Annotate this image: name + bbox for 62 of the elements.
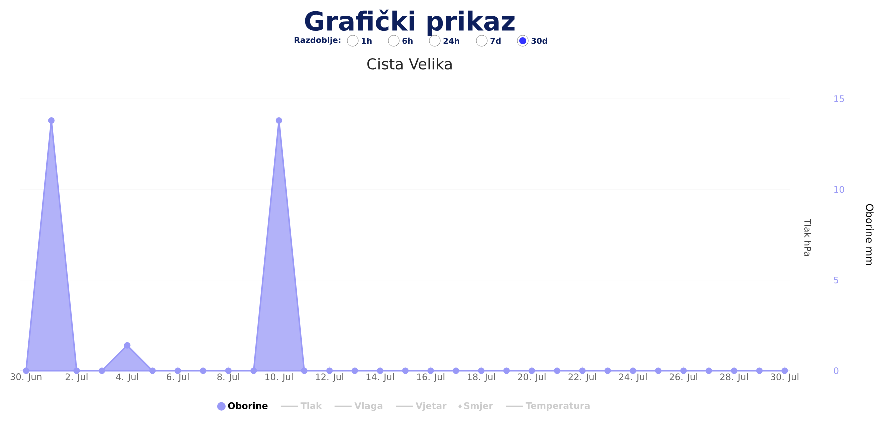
x-tick-label: 2. Jul [66, 374, 88, 382]
point [250, 368, 258, 374]
point [225, 368, 232, 374]
point [174, 368, 182, 374]
point [402, 368, 409, 374]
point [579, 368, 586, 374]
point [680, 368, 688, 374]
x-tick-label: 20. Jul [518, 374, 546, 382]
text: Razdoblje: [294, 37, 341, 45]
text: 1h [362, 38, 372, 44]
y-axis-title: Oborine mm [866, 204, 874, 266]
point [377, 368, 384, 374]
point [326, 368, 334, 374]
point [428, 368, 434, 374]
x-tick-label: 18. Jul [468, 374, 496, 382]
point [706, 368, 712, 374]
x-tick-label: 14. Jul [366, 374, 394, 382]
x-tick-label: 10. Jul [266, 374, 293, 382]
point [200, 368, 207, 374]
y-tick-label: 5 [834, 276, 838, 284]
point [478, 368, 485, 374]
point [98, 368, 106, 374]
x-tick-label: 8. Jul [218, 374, 240, 382]
point [504, 368, 510, 374]
x-tick-label: 30. Jun [10, 374, 42, 382]
x-tick-label: 16. Jul [417, 374, 445, 382]
x-tick-label: 24. Jul [619, 374, 647, 382]
point [48, 118, 55, 124]
x-tick-label: 26. Jul [670, 374, 698, 382]
x-tick-label: 22. Jul [568, 374, 596, 382]
point [452, 368, 460, 374]
point [756, 368, 763, 374]
point [554, 368, 561, 374]
x-tick-label: 28. Jul [720, 374, 748, 382]
text: 6h [402, 38, 413, 44]
point [655, 368, 662, 374]
text: 7d [490, 38, 501, 44]
chart-subtitle: Cista Velika [368, 58, 452, 70]
point [23, 368, 30, 374]
y-tick-label: 0 [834, 368, 839, 374]
x-tick-label: 30. Jul [771, 374, 799, 382]
text: 30d [532, 38, 548, 44]
y-tick-label: 15 [834, 96, 844, 102]
x-tick-label: 4. Jul [116, 374, 138, 382]
point [731, 368, 738, 374]
point [604, 368, 612, 374]
y-tick-label: 10 [834, 186, 844, 194]
point [301, 368, 308, 374]
point [630, 368, 636, 374]
point [352, 368, 358, 374]
y2-axis-title: Tlak hPa [804, 219, 812, 256]
point [150, 368, 156, 374]
legend-label: Oborine [228, 402, 268, 410]
point [782, 368, 788, 374]
point [74, 368, 80, 374]
point [528, 368, 536, 374]
x-tick-label: 6. Jul [167, 374, 189, 382]
point [276, 118, 282, 124]
text: 24h [444, 38, 460, 44]
point [124, 342, 131, 349]
chart-title: Grafički prikaz [305, 10, 515, 36]
x-tick-label: 12. Jul [316, 374, 344, 382]
